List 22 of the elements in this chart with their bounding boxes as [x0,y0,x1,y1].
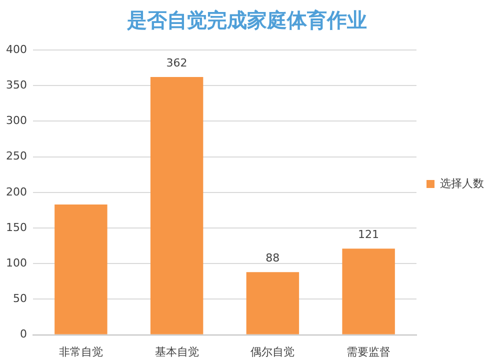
bar [54,204,108,334]
x-tick-label: 基本自觉 [154,345,199,358]
x-tick-label: 非常自觉 [58,345,103,358]
y-tick-label: 50 [12,292,27,306]
text: 121 [358,228,380,242]
y-tick-label: 150 [6,220,27,234]
y-tick-label: 400 [6,42,27,56]
y-tick-label: 0 [20,328,27,341]
text: 88 [266,252,280,265]
y-tick-label: 250 [6,150,27,163]
bar [150,77,204,334]
bar [246,272,300,334]
chart-title: 是否自觉完成家庭体育作业 [126,8,367,32]
x-tick-label: 需要监督 [346,345,391,358]
legend-label: 选择人数 [440,176,484,190]
y-tick-label: 350 [6,78,27,92]
y-tick-label: 200 [6,185,27,198]
y-tick-label: 100 [6,256,27,270]
x-tick-label: 偶尔自觉 [250,345,295,358]
bar [342,248,395,334]
y-tick-label: 300 [6,114,27,128]
text: 362 [166,56,188,70]
